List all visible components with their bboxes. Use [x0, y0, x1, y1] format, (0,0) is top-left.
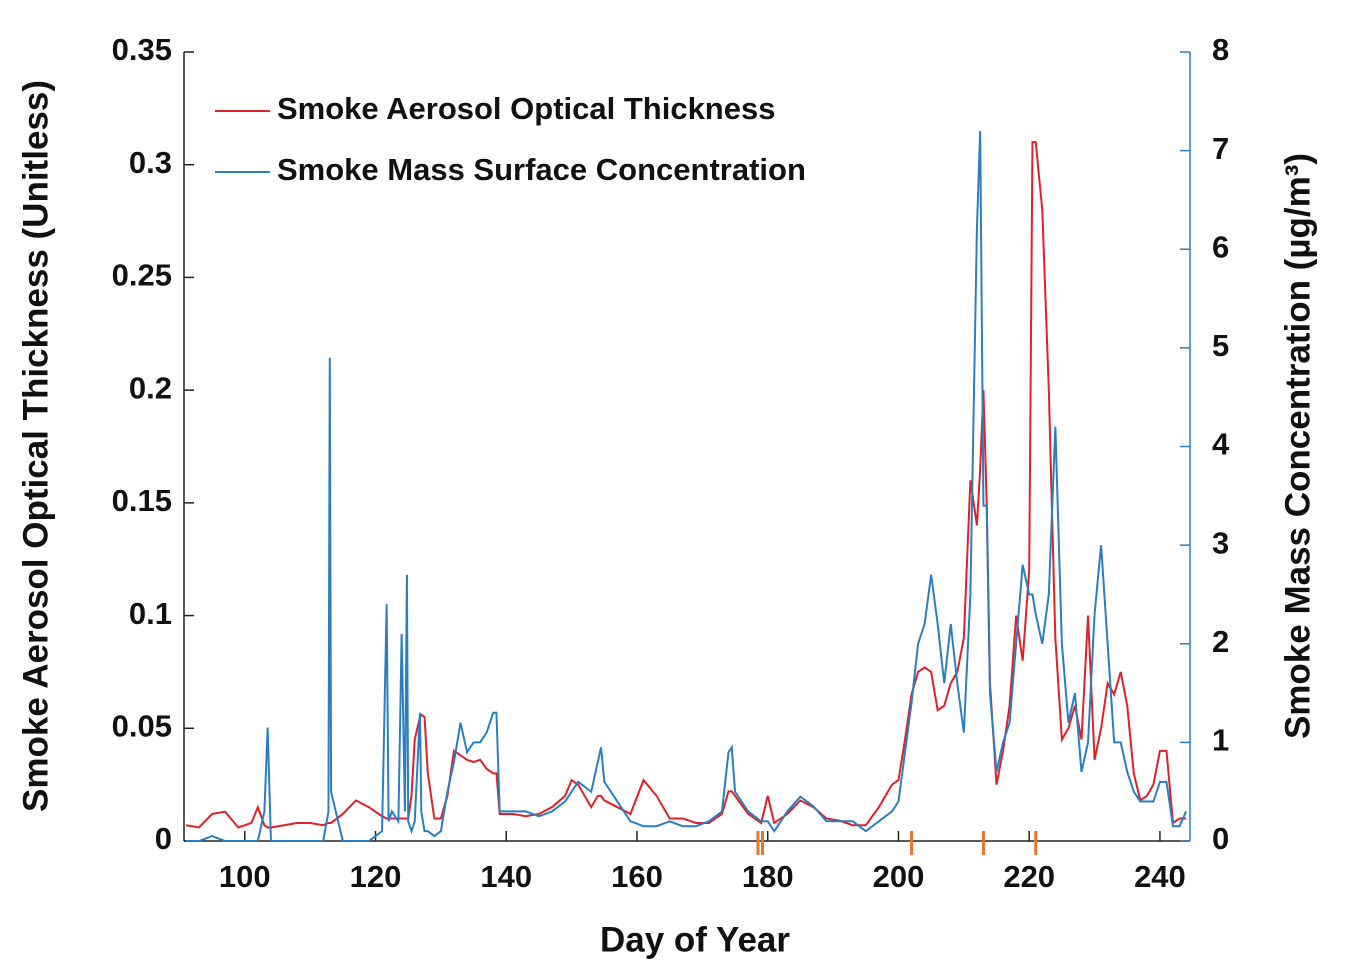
y-tick-label: 0.05: [112, 708, 172, 743]
y2-tick-label: 0: [1212, 821, 1229, 856]
legend-label: Smoke Aerosol Optical Thickness: [277, 91, 775, 126]
data-line: [185, 141, 1187, 829]
y2-tick-label: 6: [1212, 229, 1229, 264]
y-axis-label: Smoke Aerosol Optical Thickness (Unitles…: [16, 80, 55, 812]
y2-tick-label: 5: [1212, 328, 1229, 363]
y-tick-label: 0.35: [112, 32, 172, 67]
y2-tick-label: 8: [1212, 32, 1229, 67]
y-tick-label: 0.1: [129, 596, 172, 631]
y2-tick-label: 1: [1212, 723, 1229, 758]
y-tick-label: 0.2: [129, 370, 172, 405]
y-tick-label: 0: [155, 821, 172, 856]
x-tick-label: 240: [1134, 859, 1186, 894]
y2-tick-label: 3: [1212, 525, 1229, 560]
y2-tick-label: 7: [1212, 131, 1229, 166]
y-tick-label: 0.15: [112, 483, 172, 518]
y2-axis-label: Smoke Mass Concentration (µg/m³): [1278, 153, 1317, 739]
x-tick-label: 160: [611, 859, 663, 894]
legend-label: Smoke Mass Surface Concentration: [277, 152, 806, 187]
x-tick-label: 220: [1003, 859, 1055, 894]
x-tick-label: 200: [873, 859, 925, 894]
data-line: [185, 130, 1187, 842]
x-tick-label: 100: [219, 859, 271, 894]
y2-tick-label: 2: [1212, 624, 1229, 659]
x-axis-label: Day of Year: [600, 920, 790, 959]
y-tick-label: 0.3: [129, 145, 172, 180]
y2-tick-label: 4: [1212, 427, 1230, 462]
x-tick-label: 120: [350, 859, 402, 894]
y-tick-label: 0.25: [112, 258, 172, 293]
x-tick-label: 180: [742, 859, 794, 894]
x-tick-label: 140: [480, 859, 532, 894]
